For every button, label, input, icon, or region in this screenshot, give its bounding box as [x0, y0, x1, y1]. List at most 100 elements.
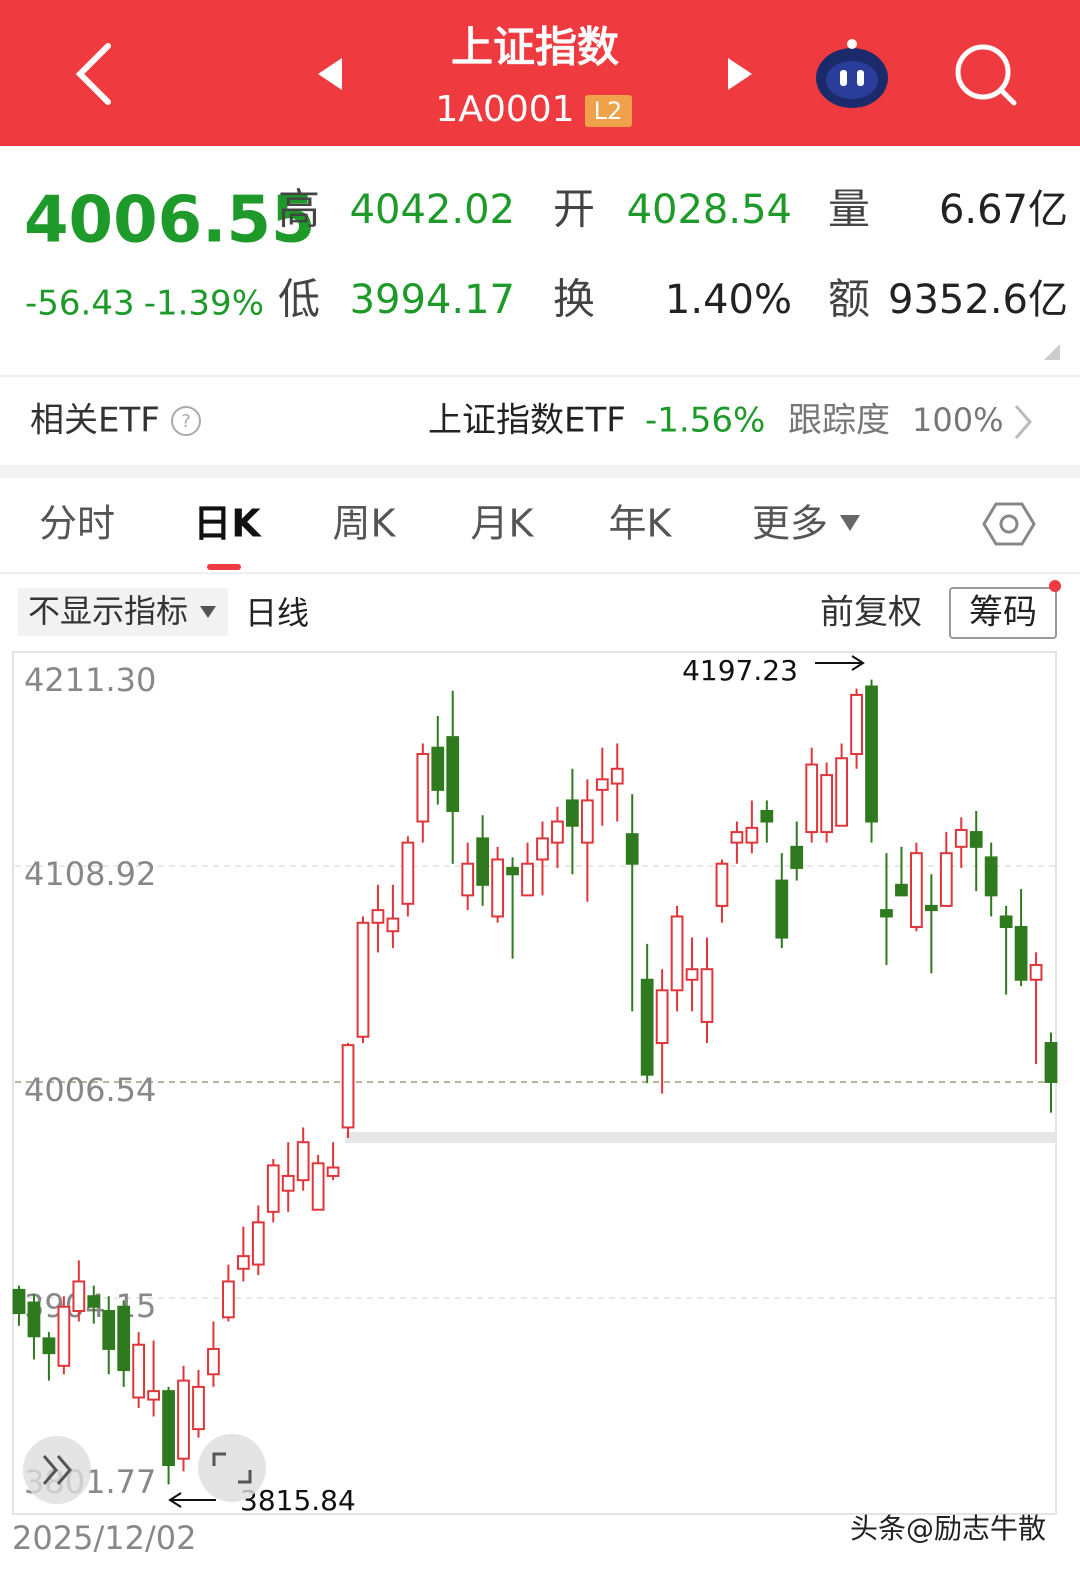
help-icon[interactable]	[171, 406, 201, 436]
candle-up	[850, 693, 863, 756]
price: 4006.55	[24, 184, 316, 258]
tab[interactable]: 分时	[39, 502, 115, 546]
tab[interactable]: 周K	[333, 502, 397, 546]
field-value: 6.67亿	[939, 187, 1068, 233]
candle-down	[895, 883, 908, 897]
candle-down	[969, 831, 983, 848]
period: 日线	[245, 594, 309, 632]
candle-up	[281, 1174, 295, 1192]
field-value: 9352.6亿	[888, 277, 1068, 323]
candle-up	[311, 1162, 325, 1211]
tab[interactable]: 更多	[752, 502, 828, 546]
settings-button[interactable]	[982, 502, 1036, 546]
candle-up	[207, 1347, 220, 1376]
field-label: 高	[278, 185, 320, 234]
tab[interactable]: 月K	[471, 502, 535, 546]
candle-down	[790, 845, 804, 869]
candle-down	[775, 879, 789, 939]
candle-up	[805, 763, 819, 834]
candle-up	[356, 921, 370, 1038]
y-tick-label: 4006.54	[24, 1071, 156, 1109]
adjust[interactable]: 前复权	[820, 593, 922, 633]
header-bar	[0, 0, 1080, 146]
candle-up	[655, 989, 669, 1045]
candle-up	[416, 753, 430, 823]
field-label: 额	[828, 275, 870, 324]
candle-up	[521, 862, 534, 897]
candle-down	[42, 1337, 56, 1355]
badge-text: L2	[594, 97, 623, 125]
candle-down	[924, 904, 938, 912]
candle-up	[491, 858, 504, 918]
candle-down	[865, 685, 878, 823]
candle-up	[1029, 963, 1043, 981]
candle-down	[984, 856, 998, 897]
candle-down	[102, 1309, 116, 1350]
low-annotation: 3815.84	[240, 1484, 356, 1517]
candle-up	[580, 799, 594, 844]
next-button[interactable]	[728, 58, 752, 90]
candle-up	[551, 820, 564, 844]
search-handle	[998, 87, 1017, 106]
candle-down	[476, 837, 490, 886]
icon	[212, 1452, 226, 1466]
chart-frame	[12, 651, 1057, 1515]
chips-button[interactable]	[949, 587, 1057, 639]
prev-button[interactable]	[318, 58, 342, 90]
robot-antenna	[847, 39, 857, 49]
field-value: 3994.17	[350, 277, 515, 323]
header-title: 上证指数	[451, 23, 619, 72]
candle-down	[431, 746, 445, 791]
candle-down	[999, 915, 1013, 929]
settings-dot	[999, 514, 1019, 534]
help-mark: ?	[181, 411, 191, 432]
etf-name[interactable]: 上证指数ETF	[428, 401, 626, 441]
field-value: 4028.54	[627, 187, 792, 233]
candle-down	[640, 978, 654, 1076]
corner-mark	[1044, 344, 1060, 360]
tracking-value: 100%	[912, 401, 1003, 439]
candle-up	[341, 1044, 355, 1129]
watermark: 头条@励志牛散	[850, 1512, 1046, 1545]
candle-down	[566, 799, 579, 827]
candle-up	[386, 917, 400, 933]
candle-up	[177, 1379, 190, 1460]
candle-up	[939, 852, 953, 907]
field-label: 换	[553, 275, 595, 324]
icon	[42, 1455, 58, 1485]
candle-down	[1014, 926, 1028, 981]
candle-up	[595, 778, 609, 791]
more-arrow	[840, 515, 860, 531]
candle-up	[251, 1221, 265, 1266]
candle-up	[685, 968, 699, 981]
fullscreen-button[interactable]	[198, 1434, 266, 1502]
tab-indicator	[207, 564, 241, 570]
candle-up	[910, 852, 923, 929]
field-label: 低	[278, 275, 320, 324]
tab[interactable]: 年K	[609, 502, 673, 546]
arrow-head	[851, 655, 865, 671]
candle-down	[162, 1390, 175, 1466]
candle-down	[760, 809, 774, 823]
assistant-icon[interactable]	[816, 39, 888, 108]
search-button[interactable]	[955, 44, 1017, 106]
tracking-label: 跟踪度	[788, 401, 890, 441]
y-tick-label: 4211.30	[24, 661, 156, 699]
etf-label[interactable]: 相关ETF	[30, 401, 160, 441]
robot-eye	[840, 70, 847, 86]
candle-up	[954, 828, 968, 848]
back-button[interactable]	[75, 43, 111, 105]
chips-text: 筹码	[969, 593, 1037, 633]
etf-chevron[interactable]	[1014, 405, 1032, 439]
field-value: 4042.02	[350, 187, 515, 233]
section-gap	[0, 465, 1080, 478]
candle-up	[536, 837, 549, 861]
robot-eye	[857, 70, 864, 86]
indicator-select[interactable]	[18, 588, 228, 636]
tab-active[interactable]: 日K	[193, 502, 262, 546]
candle-down	[506, 866, 519, 876]
indicator-text: 不显示指标	[28, 592, 188, 630]
candle-down	[87, 1295, 101, 1308]
